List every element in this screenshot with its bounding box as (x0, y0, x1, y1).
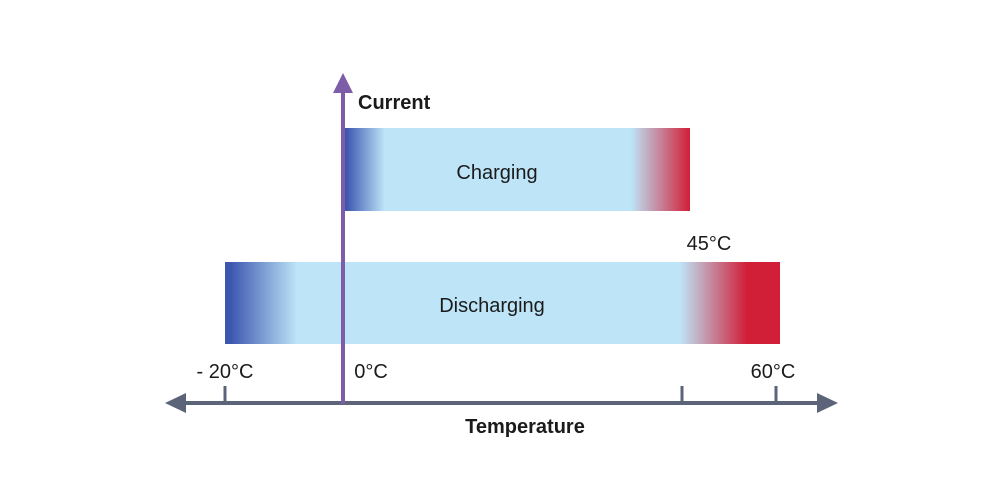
y-axis-label: Current (358, 92, 431, 114)
tick-label-60: 60°C (751, 361, 796, 383)
y-axis-arrow-icon (333, 73, 353, 93)
x-axis-right-arrow-icon (817, 393, 838, 413)
x-axis-left-arrow-icon (165, 393, 186, 413)
discharging-bar (225, 262, 780, 344)
tick-label-minus-20: - 20°C (197, 361, 254, 383)
discharging-label: Discharging (439, 295, 545, 317)
x-axis-label: Temperature (465, 416, 585, 438)
y-axis (333, 73, 353, 404)
x-axis (165, 386, 838, 413)
charging-bar (343, 128, 690, 211)
charging-label: Charging (456, 162, 537, 184)
annotation-45c: 45°C (687, 233, 732, 255)
tick-label-0: 0°C (354, 361, 388, 383)
